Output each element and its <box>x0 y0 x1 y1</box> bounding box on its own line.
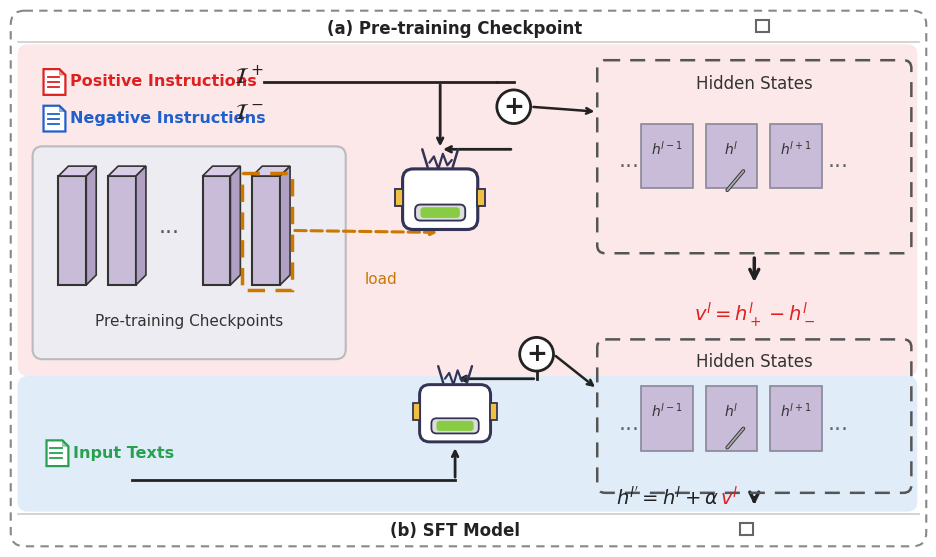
Polygon shape <box>230 166 241 285</box>
Bar <box>769 387 821 451</box>
FancyBboxPatch shape <box>402 169 477 229</box>
FancyBboxPatch shape <box>431 418 478 433</box>
Bar <box>242 173 292 290</box>
Bar <box>490 403 497 420</box>
Bar <box>755 19 768 32</box>
Polygon shape <box>280 166 290 285</box>
Polygon shape <box>43 69 66 95</box>
Polygon shape <box>58 166 96 176</box>
Polygon shape <box>59 69 66 75</box>
Polygon shape <box>86 166 96 285</box>
Circle shape <box>519 338 553 371</box>
FancyBboxPatch shape <box>436 421 474 431</box>
FancyBboxPatch shape <box>10 11 926 546</box>
Text: $\mathcal{I}^+$: $\mathcal{I}^+$ <box>234 65 264 87</box>
Bar <box>769 124 821 188</box>
Bar <box>395 188 403 206</box>
Bar <box>739 522 753 535</box>
FancyBboxPatch shape <box>33 146 345 359</box>
Polygon shape <box>252 166 290 176</box>
FancyBboxPatch shape <box>18 376 916 512</box>
Bar <box>705 124 756 188</box>
Circle shape <box>496 90 530 124</box>
Text: ···: ··· <box>158 223 179 243</box>
Polygon shape <box>108 176 136 285</box>
Text: ...: ... <box>826 413 847 433</box>
Bar <box>413 403 420 420</box>
Polygon shape <box>108 166 146 176</box>
Text: $v^l = h^l_+ - h^l_-$: $v^l = h^l_+ - h^l_-$ <box>693 300 814 329</box>
Text: Negative Instructions: Negative Instructions <box>70 111 266 126</box>
Text: ...: ... <box>618 151 639 171</box>
Text: Hidden States: Hidden States <box>695 75 812 93</box>
Text: $h^l$: $h^l$ <box>724 402 738 419</box>
FancyBboxPatch shape <box>419 385 490 442</box>
Bar <box>705 387 756 451</box>
Text: $h^{l+1}$: $h^{l+1}$ <box>780 402 812 419</box>
Text: +: + <box>503 95 523 119</box>
Text: Hidden States: Hidden States <box>695 353 812 371</box>
Text: (b) SFT Model: (b) SFT Model <box>389 522 519 540</box>
Bar <box>640 387 692 451</box>
Text: $h^{l'} = h^l + \alpha$: $h^{l'} = h^l + \alpha$ <box>615 486 718 509</box>
Polygon shape <box>58 176 86 285</box>
Text: Pre-training Checkpoints: Pre-training Checkpoints <box>95 314 283 329</box>
Polygon shape <box>202 176 230 285</box>
Text: $h^{l-1}$: $h^{l-1}$ <box>651 402 682 419</box>
Bar <box>640 124 692 188</box>
FancyBboxPatch shape <box>18 45 916 376</box>
Text: ...: ... <box>618 413 639 433</box>
Text: $h^l$: $h^l$ <box>724 139 738 157</box>
Text: $\mathcal{I}^-$: $\mathcal{I}^-$ <box>234 102 263 123</box>
Polygon shape <box>136 166 146 285</box>
Polygon shape <box>63 441 68 446</box>
Text: +: + <box>526 342 547 367</box>
Text: Input Texts: Input Texts <box>73 446 174 461</box>
FancyBboxPatch shape <box>420 207 460 218</box>
Text: (a) Pre-training Checkpoint: (a) Pre-training Checkpoint <box>327 19 582 37</box>
Text: $v^l$: $v^l$ <box>720 486 738 510</box>
Polygon shape <box>59 106 66 112</box>
Polygon shape <box>43 106 66 131</box>
Text: ...: ... <box>826 151 847 171</box>
Polygon shape <box>47 441 68 466</box>
Text: $h^{l-1}$: $h^{l-1}$ <box>651 139 682 157</box>
FancyBboxPatch shape <box>415 204 464 221</box>
Text: Positive Instructions: Positive Instructions <box>70 75 256 90</box>
Polygon shape <box>252 176 280 285</box>
Text: $h^{l+1}$: $h^{l+1}$ <box>780 139 812 157</box>
Text: load: load <box>364 272 397 287</box>
Polygon shape <box>202 166 241 176</box>
Bar <box>476 188 485 206</box>
